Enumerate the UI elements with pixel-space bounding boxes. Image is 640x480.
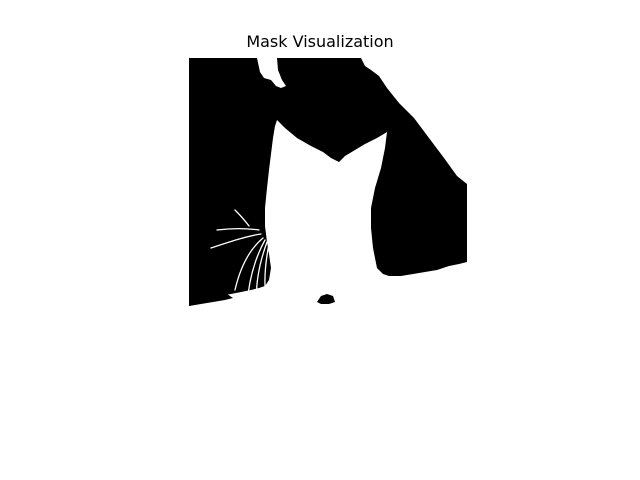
mask-image [189, 58, 467, 430]
lower-white-area [189, 308, 467, 430]
plot-title: Mask Visualization [0, 32, 640, 52]
mask-svg [189, 58, 467, 430]
